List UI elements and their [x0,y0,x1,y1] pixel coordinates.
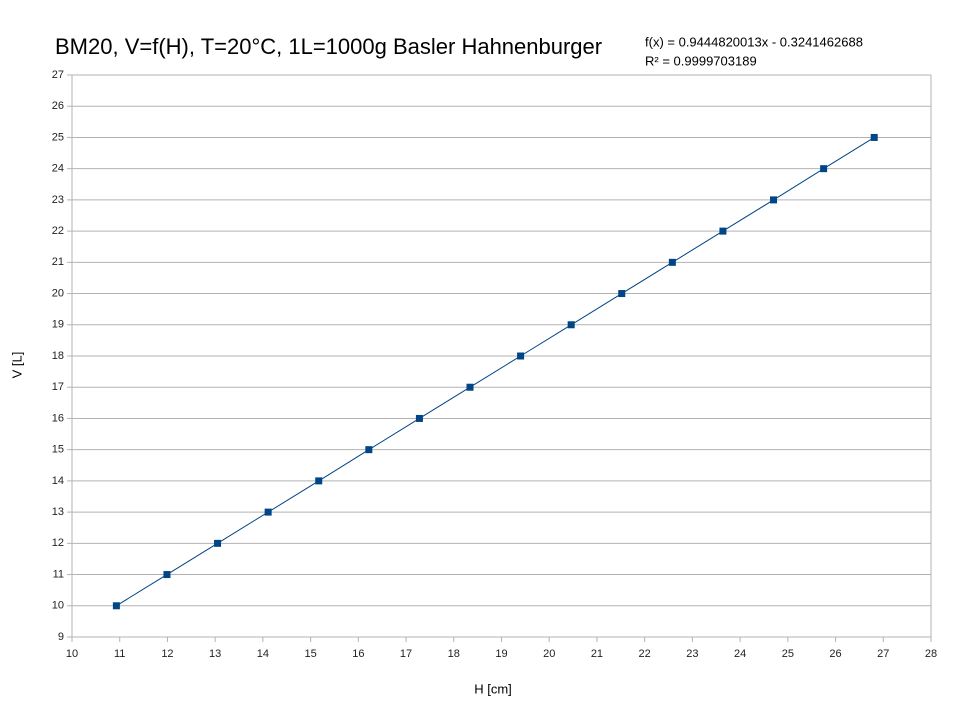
x-tick-label: 27 [877,648,889,660]
data-point [618,290,626,298]
y-tick-label: 14 [52,475,64,487]
data-point [770,196,778,204]
trend-r-squared: R² = 0.9999703189 [645,53,757,68]
x-tick-label: 11 [114,648,125,660]
x-tick-label: 13 [209,648,221,660]
y-tick-label: 20 [52,287,64,299]
data-point [365,446,373,454]
data-point [163,571,171,579]
data-point [517,352,525,360]
x-axis-label: H [cm] [474,681,512,696]
x-tick-label: 21 [591,648,603,660]
data-point [466,383,474,391]
x-tick-label: 15 [304,648,316,660]
x-tick-label: 20 [543,648,555,660]
data-point [315,477,323,485]
data-point [264,508,272,516]
y-tick-label: 27 [52,69,64,81]
x-tick-label: 28 [925,648,937,660]
y-tick-label: 16 [52,412,64,424]
y-tick-label: 10 [52,600,64,612]
x-tick-label: 17 [400,648,412,660]
y-tick-label: 13 [52,506,64,518]
x-tick-label: 12 [161,648,173,660]
x-tick-label: 26 [829,648,841,660]
x-tick-label: 25 [782,648,794,660]
y-tick-label: 9 [58,631,64,643]
x-tick-label: 19 [495,648,507,660]
x-tick-label: 24 [734,648,746,660]
x-tick-label: 22 [639,648,651,660]
y-tick-label: 17 [52,381,64,393]
y-tick-label: 11 [53,568,64,580]
x-tick-label: 18 [448,648,460,660]
y-axis-label: V [L] [9,352,24,379]
y-tick-label: 15 [52,444,64,456]
data-line [116,137,875,607]
y-tick-label: 25 [52,131,64,143]
data-point [668,258,676,266]
data-point [567,321,575,329]
data-point [214,539,222,547]
x-tick-label: 14 [257,648,269,660]
data-point [719,227,727,235]
data-point [870,133,878,141]
data-point [415,414,423,422]
y-tick-label: 18 [52,350,64,362]
y-tick-label: 22 [52,225,64,237]
y-tick-label: 12 [52,537,64,549]
y-tick-label: 23 [52,194,64,206]
y-tick-label: 19 [52,319,64,331]
chart-title: BM20, V=f(H), T=20°C, 1L=1000g Basler Ha… [55,34,602,59]
y-tick-label: 21 [52,256,64,268]
x-tick-label: 16 [352,648,364,660]
x-tick-label: 10 [66,648,78,660]
trend-equation: f(x) = 0.9444820013x - 0.3241462688 [645,34,863,49]
y-tick-label: 26 [52,100,64,112]
y-tick-label: 24 [52,163,64,175]
data-point [820,165,828,173]
x-tick-label: 23 [686,648,698,660]
data-point [112,602,120,610]
